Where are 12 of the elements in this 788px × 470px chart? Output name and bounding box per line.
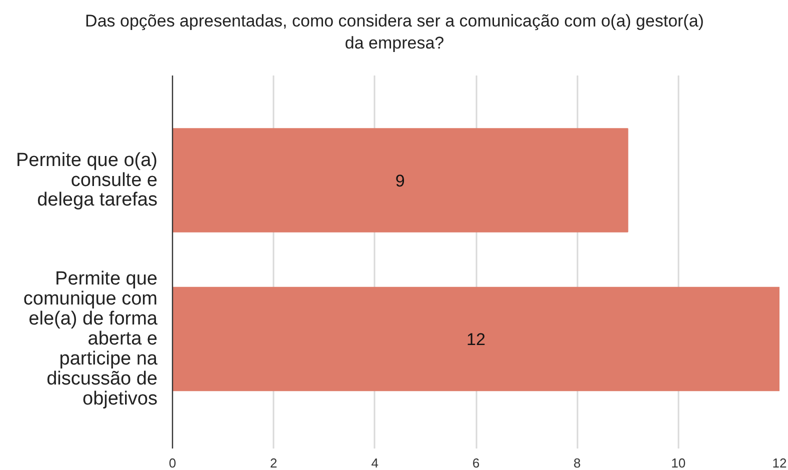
x-tick-label: 10 [671,456,686,470]
x-tick-label: 12 [772,456,787,470]
x-tick-label: 4 [371,456,378,470]
x-tick-label: 2 [270,456,278,470]
data-label: 9 [395,171,405,190]
x-tick-label: 8 [574,456,581,470]
data-label: 12 [466,330,486,349]
y-tick-label: Permite que comunique com ele(a) de forma aberta e participe na discussão de objetivos [23,268,158,410]
x-tick-label: 6 [472,456,480,470]
chart-title: Das opções apresentadas, como considera ser a comunicação com o(a) gestor(a) da empresa? [85,12,704,53]
y-tick-label: Permite que o(a) consulte e delega tarefas [16,150,158,211]
x-tick-label: 0 [168,456,176,470]
